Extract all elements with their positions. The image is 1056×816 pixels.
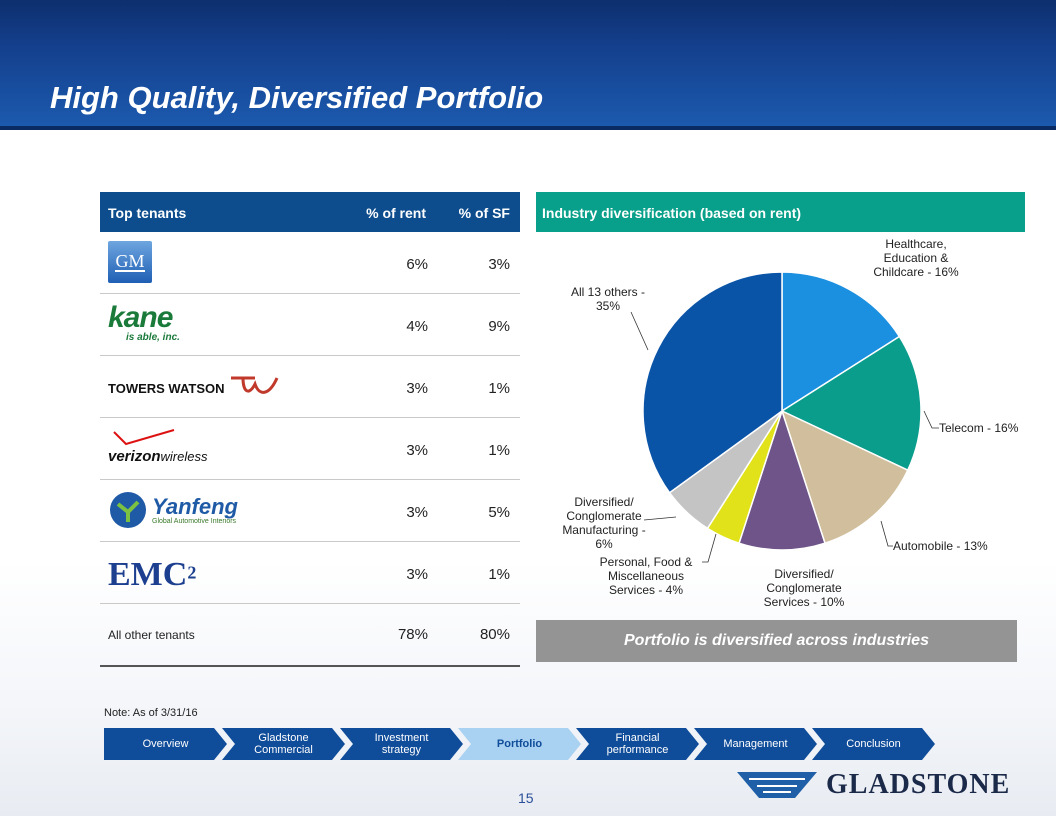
verizon-check-icon bbox=[113, 429, 175, 446]
rent-value: 3% bbox=[406, 442, 428, 459]
pie-leader-line bbox=[880, 520, 893, 547]
table-row: GM 6% 3% bbox=[100, 232, 520, 294]
chart-title: Industry diversification (based on rent) bbox=[542, 205, 802, 221]
table-row: verizonwireless 3% 1% bbox=[100, 418, 520, 480]
emc-logo: EMC2 bbox=[108, 556, 197, 593]
pie-slice bbox=[780, 335, 922, 472]
pie-leader-line bbox=[643, 516, 677, 521]
yanfeng-logo: Yanfeng Global Automotive Interiors bbox=[108, 490, 238, 530]
chart-title-bar: Industry diversification (based on rent) bbox=[536, 192, 1025, 232]
table-row: TOWERS WATSON 3% 1% bbox=[100, 356, 520, 418]
rent-value: 6% bbox=[406, 256, 428, 273]
gm-logo: GM bbox=[108, 241, 152, 283]
other-tenants-label: All other tenants bbox=[108, 628, 195, 642]
sf-value: 1% bbox=[488, 380, 510, 397]
table-row-other: All other tenants 78% 80% bbox=[100, 604, 520, 667]
header-sf: % of SF bbox=[458, 205, 510, 221]
rent-value: 78% bbox=[397, 626, 428, 643]
nav-item-portfolio[interactable]: Portfolio bbox=[458, 728, 581, 760]
rent-value: 3% bbox=[406, 380, 428, 397]
verizon-logo: verizonwireless bbox=[108, 428, 207, 466]
nav-item-conclusion[interactable]: Conclusion bbox=[812, 728, 935, 760]
header-bar bbox=[0, 0, 1056, 130]
pie-leader-line bbox=[923, 410, 939, 429]
nav-item-investment-strategy[interactable]: Investment strategy bbox=[340, 728, 463, 760]
sf-value: 9% bbox=[488, 318, 510, 335]
header-rent: % of rent bbox=[366, 205, 426, 221]
background-fade bbox=[0, 560, 1056, 816]
sf-value: 80% bbox=[479, 626, 510, 643]
pie-label: Automobile - 13% bbox=[893, 539, 988, 553]
table-row: Yanfeng Global Automotive Interiors 3% 5… bbox=[100, 480, 520, 542]
pie-label: All 13 others -35% bbox=[571, 285, 645, 313]
rent-value: 3% bbox=[406, 504, 428, 521]
header-top-tenants: Top tenants bbox=[108, 205, 187, 221]
table-row: kane is able, inc. 4% 9% bbox=[100, 294, 520, 356]
sf-value: 1% bbox=[488, 442, 510, 459]
brand-name: GLADSTONE bbox=[826, 769, 1011, 800]
sf-value: 3% bbox=[488, 256, 510, 273]
pie-label: Telecom - 16% bbox=[939, 421, 1019, 435]
pie-label: Personal, Food & Miscellaneous Services - … bbox=[600, 555, 693, 597]
sf-value: 1% bbox=[488, 566, 510, 583]
nav-item-financial-performance[interactable]: Financial performance bbox=[576, 728, 699, 760]
towers-watson-logo: TOWERS WATSON bbox=[108, 376, 281, 398]
note-text: Note: As of 3/31/16 bbox=[104, 707, 198, 719]
nav-item-management[interactable]: Management bbox=[694, 728, 817, 760]
nav-item-overview[interactable]: Overview bbox=[104, 728, 227, 760]
rent-value: 3% bbox=[406, 566, 428, 583]
callout-banner: Portfolio is diversified across industri… bbox=[536, 620, 1017, 662]
header-divider bbox=[0, 126, 1056, 130]
rent-value: 4% bbox=[406, 318, 428, 335]
pie-slice bbox=[781, 271, 901, 413]
gladstone-logo-icon bbox=[737, 772, 817, 798]
pie-slice bbox=[642, 271, 783, 494]
page-title: High Quality, Diversified Portfolio bbox=[50, 80, 544, 115]
towers-watson-mark-icon bbox=[230, 376, 278, 394]
pie-slice bbox=[738, 408, 826, 551]
pie-label: Diversified/Conglomerate Services - 10% bbox=[764, 567, 845, 609]
pie-leader-line bbox=[630, 311, 649, 351]
table-header: Top tenants % of rent % of SF bbox=[100, 192, 520, 232]
kane-logo: kane is able, inc. bbox=[108, 301, 180, 344]
tenants-table: Top tenants % of rent % of SF GM 6% 3% k… bbox=[100, 192, 520, 667]
nav-item-gladstone-commercial[interactable]: Gladstone Commercial bbox=[222, 728, 345, 760]
table-row: EMC2 3% 1% bbox=[100, 542, 520, 604]
pie-label: Diversified/Conglomerate Manufacturing -6… bbox=[562, 495, 645, 551]
pie-slice bbox=[780, 409, 909, 545]
pie-leader-line bbox=[702, 533, 717, 563]
sf-value: 5% bbox=[488, 504, 510, 521]
pie-label: Healthcare, Education & Childcare - 16% bbox=[873, 237, 959, 279]
yanfeng-emblem-icon bbox=[110, 492, 146, 528]
industry-pie-chart: Healthcare, Education & Childcare - 16% Tel… bbox=[562, 237, 1019, 609]
page-number: 15 bbox=[518, 790, 534, 806]
